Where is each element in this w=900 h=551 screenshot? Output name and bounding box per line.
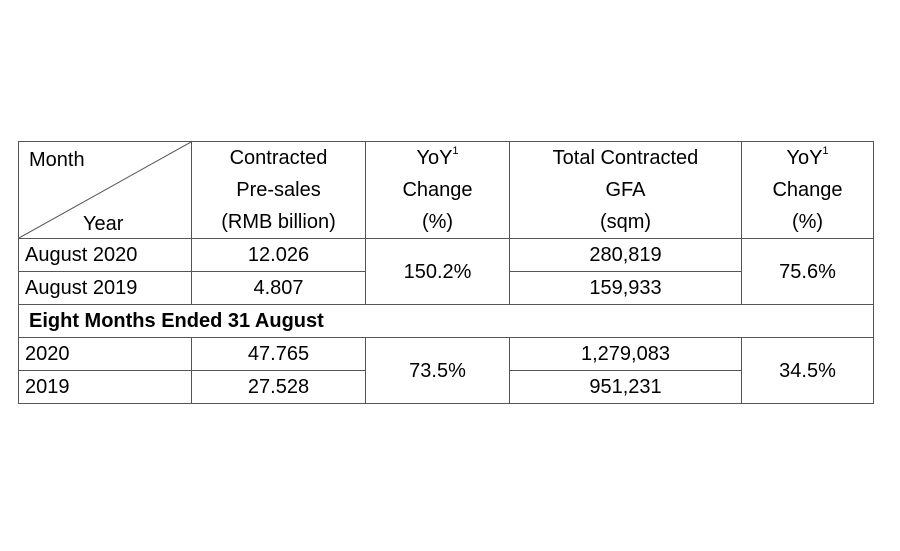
presales-value: 12.026 — [191, 238, 366, 272]
presales-value: 4.807 — [191, 271, 366, 305]
section-label: Eight Months Ended 31 August — [18, 304, 874, 338]
gfa-value: 951,231 — [509, 370, 742, 404]
footnote-marker: 1 — [822, 145, 829, 158]
diagonal-divider — [19, 142, 191, 238]
header-yoy-gfa-line3: (%) — [791, 211, 824, 233]
yoy-label: YoY — [416, 147, 453, 169]
yoy-presales-value: 150.2% — [365, 238, 510, 305]
header-yoy-presales: YoY1 Change (%) — [365, 141, 510, 239]
gfa-value: 1,279,083 — [509, 337, 742, 371]
table-row: 2019 27.528 951,231 — [18, 370, 874, 404]
table-row: 2020 47.765 73.5% 1,279,083 34.5% — [18, 337, 874, 404]
section-row: Eight Months Ended 31 August — [18, 304, 874, 338]
gfa-value: 280,819 — [509, 238, 742, 272]
header-presales-line1: Contracted — [229, 147, 328, 169]
header-yoy-presales-line2: Change — [402, 179, 473, 201]
header-yoy-gfa-line2: Change — [772, 179, 843, 201]
row-label: August 2020 — [18, 238, 192, 272]
gfa-value: 159,933 — [509, 271, 742, 305]
row-label: 2020 — [18, 337, 192, 371]
header-month-year-cell: Month Year — [18, 141, 192, 239]
sales-table: Month Year Contracted Pre-sales (RMB bil… — [18, 141, 874, 404]
row-label: August 2019 — [18, 271, 192, 305]
yoy-label: YoY — [786, 147, 823, 169]
header-gfa-line2: GFA — [605, 179, 646, 201]
yoy-presales-value: 73.5% — [365, 337, 510, 404]
header-presales: Contracted Pre-sales (RMB billion) — [191, 141, 366, 239]
header-yoy-gfa: YoY1 Change (%) — [741, 141, 874, 239]
header-month-label: Month — [29, 149, 85, 171]
header-row: Month Year Contracted Pre-sales (RMB bil… — [18, 141, 874, 239]
header-yoy-presales-line3: (%) — [421, 211, 454, 233]
header-presales-line3: (RMB billion) — [221, 211, 336, 233]
table-row: August 2020 12.026 150.2% 280,819 75.6% — [18, 238, 874, 305]
header-yoy-gfa-line1: YoY1 — [748, 142, 867, 174]
row-label: 2019 — [18, 370, 192, 404]
yoy-gfa-value: 34.5% — [741, 337, 874, 404]
header-presales-line2: Pre-sales — [236, 179, 321, 201]
presales-value: 47.765 — [191, 337, 366, 371]
header-gfa-line3: (sqm) — [599, 211, 652, 233]
yoy-gfa-value: 75.6% — [741, 238, 874, 305]
header-gfa: Total Contracted GFA (sqm) — [509, 141, 742, 239]
header-yoy-presales-line1: YoY1 — [372, 142, 503, 174]
footnote-marker: 1 — [452, 145, 459, 158]
header-gfa-line1: Total Contracted — [552, 147, 699, 169]
presales-value: 27.528 — [191, 370, 366, 404]
header-year-label: Year — [83, 213, 124, 235]
